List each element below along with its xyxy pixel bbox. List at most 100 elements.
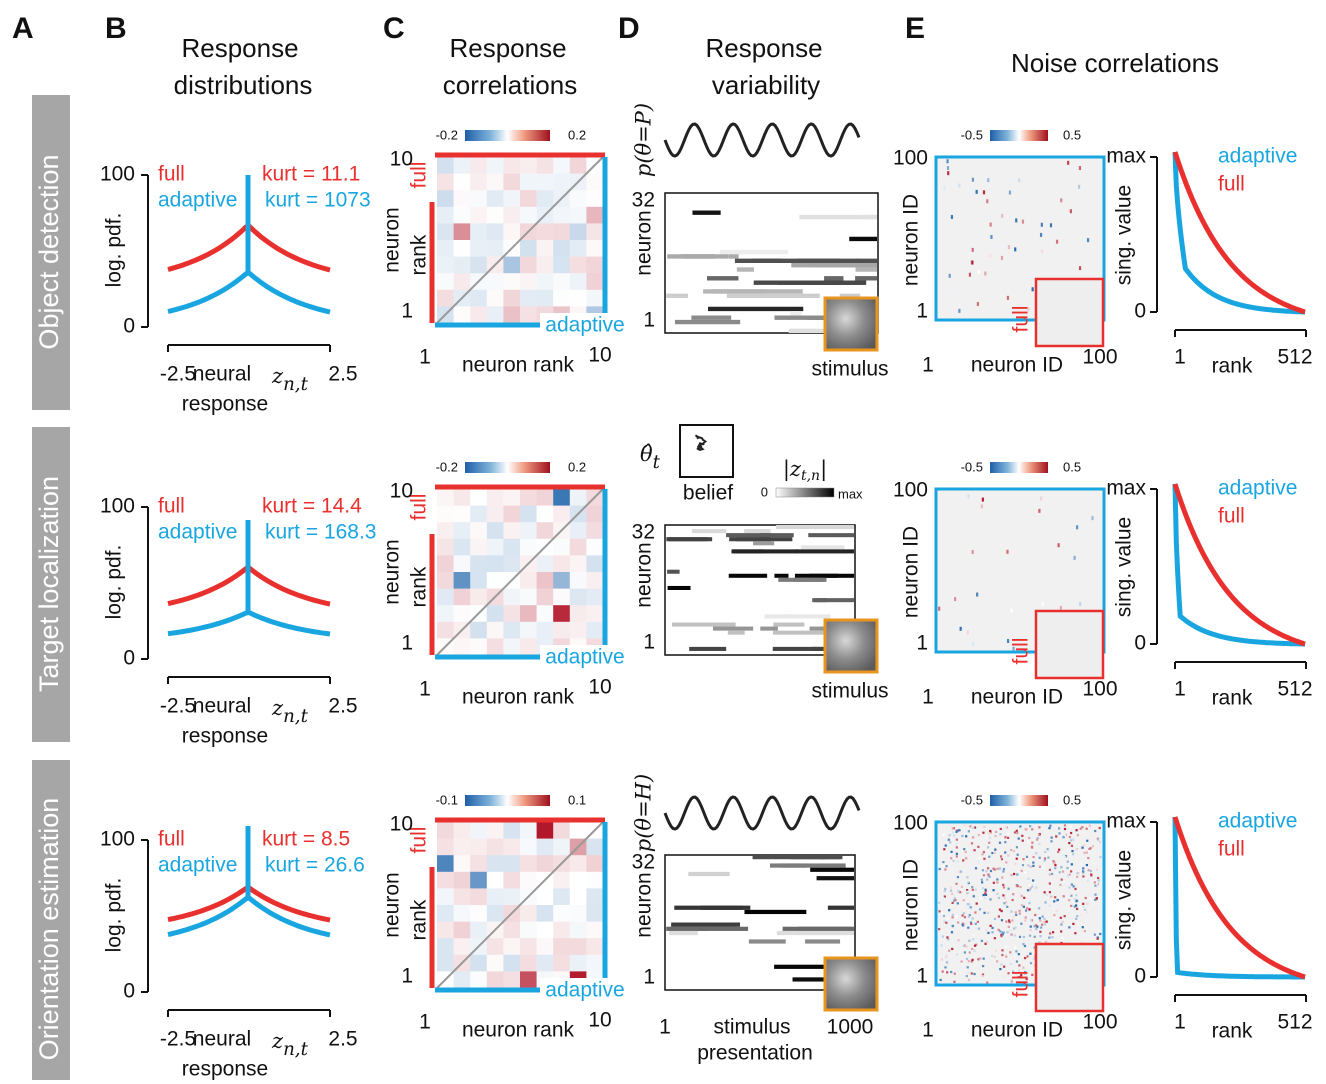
noise-entry [1048, 827, 1050, 829]
noise-entry [1058, 849, 1060, 851]
noise-entry [1013, 850, 1015, 852]
symbol-base: z [271, 1029, 284, 1053]
noise-entry [1051, 936, 1053, 938]
noise-entry [1027, 841, 1029, 843]
noise-entry [983, 874, 985, 876]
corr-cell [570, 257, 587, 274]
noise-entry [1016, 832, 1018, 834]
noise-entry [991, 955, 993, 957]
corr-cell [503, 506, 520, 523]
noise-entry [985, 860, 987, 862]
noise-entry [1079, 602, 1081, 606]
noise-entry [1060, 930, 1062, 932]
x-axis-label: neural [193, 695, 251, 718]
corr-cell [470, 522, 487, 539]
noise-entry [1032, 856, 1034, 858]
corr-cell [437, 888, 454, 905]
legend-adaptive: adaptive [158, 854, 237, 877]
y-tick-label: 32 [632, 521, 655, 544]
noise-entry [1094, 899, 1096, 901]
raster-segment [708, 307, 803, 311]
corr-cell [570, 605, 587, 622]
noise-entry [1067, 876, 1069, 878]
noise-entry [974, 945, 976, 947]
noise-entry [983, 858, 985, 860]
corr-cell [520, 539, 537, 556]
prior-wave [665, 124, 859, 156]
noise-entry [996, 960, 998, 962]
noise-entry [957, 860, 959, 862]
noise-entry [1075, 894, 1077, 896]
noise-entry [967, 966, 969, 968]
y-tick-label: 1 [643, 309, 655, 332]
noise-entry [1028, 908, 1030, 910]
raster-segment [691, 316, 731, 320]
raster-segment [857, 259, 877, 263]
raster-segment [808, 533, 854, 537]
noise-entry [947, 171, 949, 175]
corr-cell [553, 157, 570, 174]
corr-cell [503, 273, 520, 290]
noise-entry [990, 235, 992, 239]
corr-cell [503, 539, 520, 556]
colorbar-label: max [838, 486, 863, 501]
corr-cell [454, 872, 471, 889]
corr-cell [503, 888, 520, 905]
raster-segment [729, 574, 767, 578]
noise-entry [1000, 855, 1002, 857]
noise-entry [971, 948, 973, 950]
noise-entry [949, 841, 951, 843]
colorbar-label: 0 [761, 484, 768, 499]
corr-cell [520, 157, 537, 174]
y-tick-label: max [1106, 477, 1146, 500]
noise-entry [1016, 960, 1018, 962]
corr-cell [570, 922, 587, 939]
corr-cell [553, 555, 570, 572]
symbol-sub: n,t [283, 706, 308, 727]
noise-entry [1044, 891, 1046, 893]
y-axis-label: rank [408, 899, 431, 940]
raster-segment [790, 855, 825, 859]
full-inset [1036, 944, 1103, 1011]
noise-entry [1015, 911, 1017, 913]
panel-letter: B [105, 12, 127, 45]
symbol-end: | [820, 457, 827, 482]
noise-entry [1072, 923, 1074, 925]
x-axis-label: response [182, 1058, 268, 1081]
noise-entry [1007, 837, 1009, 839]
noise-entry [950, 921, 952, 923]
corr-cell [503, 938, 520, 955]
corr-cell [537, 938, 554, 955]
corr-cell [520, 872, 537, 889]
noise-entry [987, 178, 989, 182]
noise-entry [1029, 884, 1031, 886]
corr-cell [537, 273, 554, 290]
corr-cell [503, 174, 520, 191]
corr-cell [586, 839, 603, 856]
corr-cell [537, 190, 554, 207]
noise-entry [1008, 245, 1010, 249]
corr-cell [487, 306, 504, 323]
noise-entry [982, 869, 984, 871]
noise-entry [1060, 923, 1062, 925]
noise-entry [968, 830, 970, 832]
x-tick-label: -2.5 [160, 695, 196, 718]
noise-entry [957, 939, 959, 941]
corr-cell [503, 855, 520, 872]
corr-cell [470, 555, 487, 572]
noise-entry [1009, 929, 1011, 931]
noise-entry [1082, 870, 1084, 872]
corr-cell [437, 190, 454, 207]
noise-entry [965, 857, 967, 859]
noise-entry [1008, 926, 1010, 928]
corr-cell [537, 622, 554, 639]
noise-entry [981, 853, 983, 855]
noise-entry [1080, 867, 1082, 869]
corr-cell [570, 572, 587, 589]
noise-entry [989, 837, 991, 839]
y-tick-label: 1 [643, 966, 655, 989]
noise-entry [951, 215, 953, 219]
corr-cell [520, 489, 537, 506]
corr-cell [520, 938, 537, 955]
noise-entry [951, 893, 953, 895]
